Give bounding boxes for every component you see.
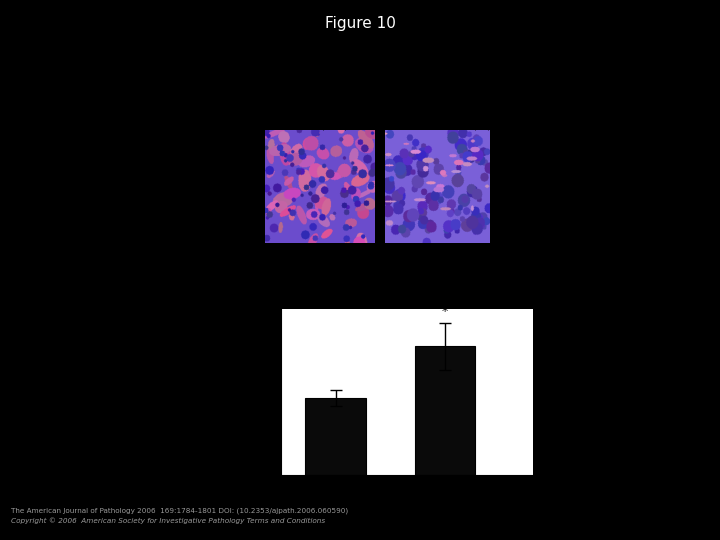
Text: MMTV-PyMT/Cav-1 (+/+)
Tumor Transplants: MMTV-PyMT/Cav-1 (+/+) Tumor Transplants: [353, 58, 472, 81]
Text: WT: WT: [328, 489, 343, 499]
Text: A: A: [235, 54, 246, 69]
Text: *: *: [442, 305, 449, 318]
Bar: [305, 398, 366, 475]
Text: The American Journal of Pathology 2006  169:1784-1801 DOI: (10.2353/ajpath.2006.: The American Journal of Pathology 2006 1…: [11, 508, 348, 514]
Text: MMTV-PyMT/Cav-1 (+/+)
Tumor Transplants: MMTV-PyMT/Cav-1 (+/+) Tumor Transplants: [353, 265, 472, 288]
Text: Cav-1 (+/+): Cav-1 (+/+): [290, 120, 348, 130]
Text: Copyright © 2006  American Society for Investigative Pathology Terms and Conditi: Copyright © 2006 American Society for In…: [11, 517, 325, 524]
Text: B: B: [235, 261, 246, 276]
Y-axis label: Mean Tumor Weight (g): Mean Tumor Weight (g): [247, 339, 256, 445]
Text: Fat Pad:: Fat Pad:: [251, 489, 289, 499]
Bar: [415, 346, 475, 475]
Text: Fat Pad:: Fat Pad:: [231, 120, 270, 130]
Text: Cav-1 (-/-): Cav-1 (-/-): [442, 120, 491, 130]
Text: Figure 10: Figure 10: [325, 16, 395, 31]
Text: Cav-1 KO: Cav-1 KO: [423, 489, 467, 499]
